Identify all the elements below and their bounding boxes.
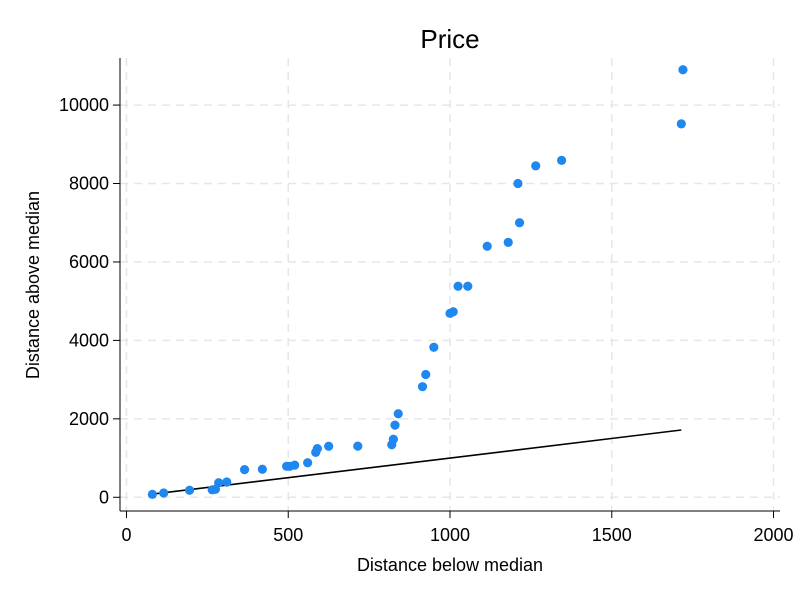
y-axis-label: Distance above median [23, 191, 43, 379]
y-tick-label: 8000 [69, 174, 109, 194]
data-point [312, 444, 322, 454]
data-point [303, 458, 313, 468]
data-point [531, 161, 541, 171]
data-point [393, 409, 403, 419]
data-point [503, 237, 513, 247]
data-point [429, 342, 439, 352]
axes: 0 500 1000 1500 2000 0 2000 4000 6000 8000 10000 [59, 58, 794, 545]
reference-line [150, 429, 682, 496]
data-point [417, 382, 428, 392]
x-tick-label: 1500 [592, 525, 632, 545]
data-point [214, 478, 224, 488]
reference-line-layer [150, 429, 682, 496]
data-point [448, 307, 458, 317]
y-tick-label: 2000 [69, 409, 109, 429]
data-point [676, 119, 686, 129]
data-point [184, 485, 195, 495]
x-tick-label: 500 [273, 525, 303, 545]
data-point [290, 460, 300, 470]
y-tick-label: 6000 [69, 252, 109, 272]
data-point [257, 464, 267, 474]
y-tick-label: 10000 [59, 95, 109, 115]
data-point [557, 155, 567, 165]
x-tick-label: 0 [121, 525, 131, 545]
scatter-points [147, 65, 688, 499]
data-point [147, 489, 157, 499]
data-point [421, 369, 431, 380]
data-point [324, 441, 334, 451]
data-point [453, 281, 463, 291]
x-tick-label: 2000 [754, 525, 794, 545]
data-point [678, 65, 688, 75]
chart-title: Price [420, 24, 479, 54]
grid-lines [120, 58, 780, 511]
data-point [353, 441, 363, 451]
y-tick-label: 0 [99, 487, 109, 507]
x-axis-label: Distance below median [357, 555, 543, 575]
data-point [388, 434, 398, 444]
data-point [514, 218, 525, 228]
data-point [239, 465, 250, 475]
data-point [463, 281, 473, 291]
y-tick-label: 4000 [69, 330, 109, 350]
data-point [390, 420, 400, 430]
x-tick-label: 1000 [430, 525, 470, 545]
data-point [159, 488, 169, 498]
data-point [513, 178, 523, 189]
data-point [482, 241, 492, 251]
data-point [222, 477, 232, 487]
